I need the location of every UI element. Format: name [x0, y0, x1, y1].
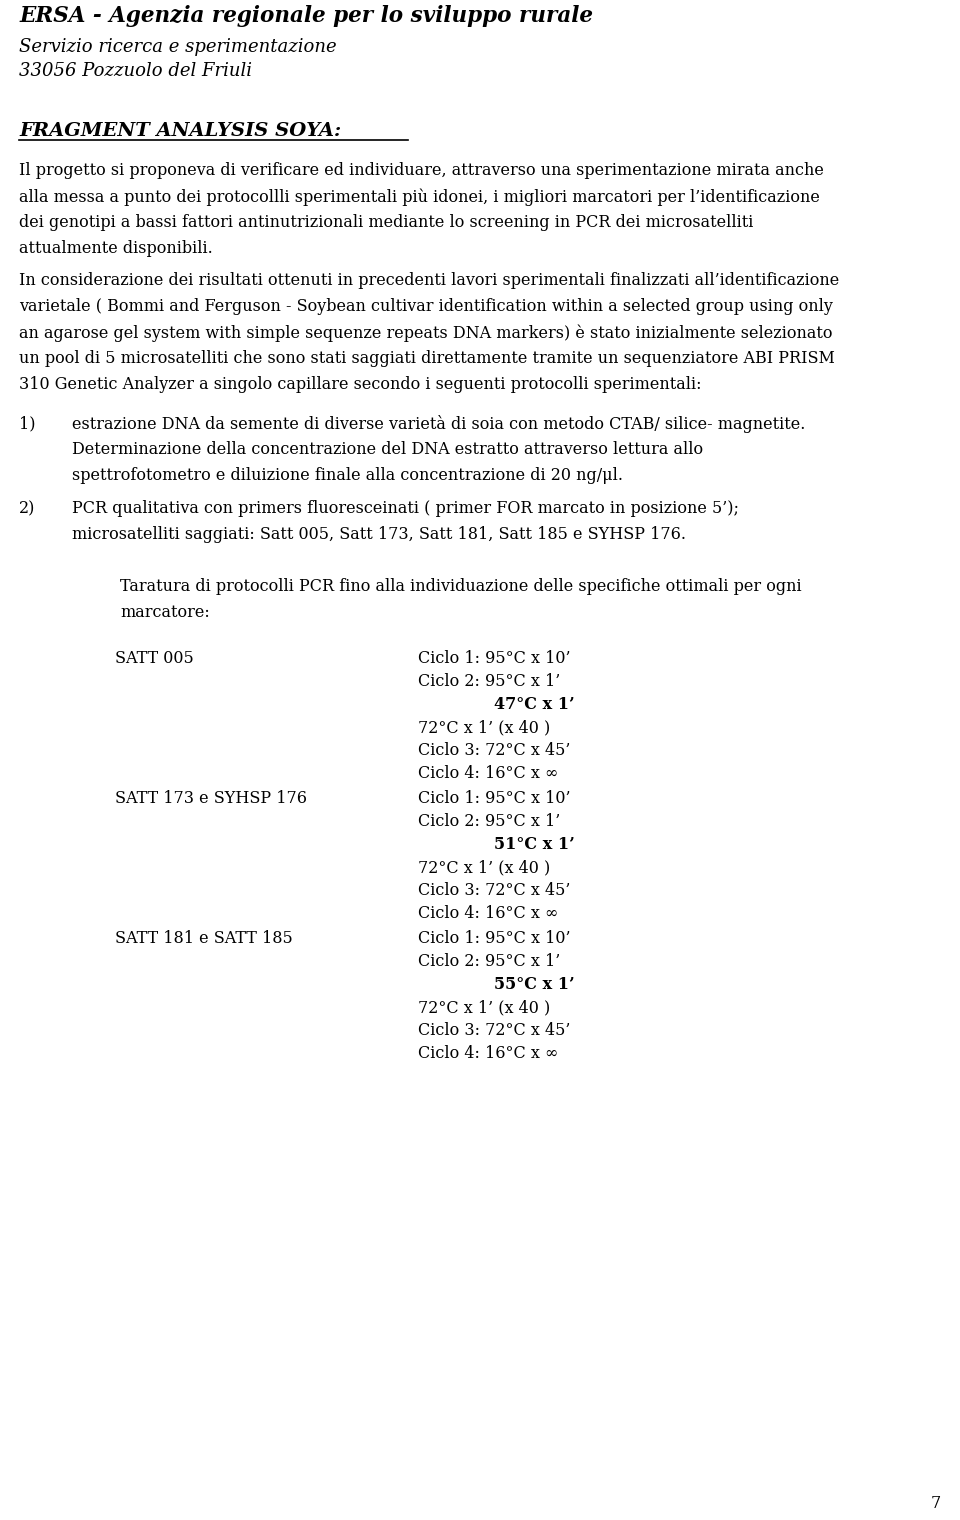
Text: SATT 173 e SYHSP 176: SATT 173 e SYHSP 176	[115, 790, 307, 807]
Text: an agarose gel system with simple sequenze repeats DNA markers) è stato inizialm: an agarose gel system with simple sequen…	[19, 324, 832, 342]
Text: Il progetto si proponeva di verificare ed individuare, attraverso una sperimenta: Il progetto si proponeva di verificare e…	[19, 163, 824, 179]
Text: varietale ( Bommi and Ferguson - Soybean cultivar identification within a select: varietale ( Bommi and Ferguson - Soybean…	[19, 298, 833, 315]
Text: microsatelliti saggiati: Satt 005, Satt 173, Satt 181, Satt 185 e SYHSP 176.: microsatelliti saggiati: Satt 005, Satt …	[72, 526, 686, 543]
Text: Ciclo 1: 95°C x 10’: Ciclo 1: 95°C x 10’	[418, 930, 570, 947]
Text: Ciclo 1: 95°C x 10’: Ciclo 1: 95°C x 10’	[418, 790, 570, 807]
Text: 51°C x 1’: 51°C x 1’	[494, 836, 575, 853]
Text: 1): 1)	[19, 415, 36, 432]
Text: 47°C x 1’: 47°C x 1’	[494, 696, 575, 713]
Text: ERSA - Agenzia regionale per lo sviluppo rurale: ERSA - Agenzia regionale per lo sviluppo…	[19, 5, 593, 27]
Text: Ciclo 4: 16°C x ∞: Ciclo 4: 16°C x ∞	[418, 904, 558, 923]
Text: Ciclo 3: 72°C x 45’: Ciclo 3: 72°C x 45’	[418, 1021, 570, 1040]
Text: attualmente disponibili.: attualmente disponibili.	[19, 240, 213, 257]
Text: spettrofotometro e diluizione finale alla concentrazione di 20 ng/μl.: spettrofotometro e diluizione finale all…	[72, 467, 623, 483]
Text: Ciclo 1: 95°C x 10’: Ciclo 1: 95°C x 10’	[418, 651, 570, 667]
Text: alla messa a punto dei protocollli sperimentali più idonei, i migliori marcatori: alla messa a punto dei protocollli speri…	[19, 188, 820, 205]
Text: 7: 7	[930, 1496, 941, 1512]
Text: marcatore:: marcatore:	[120, 603, 209, 622]
Text: 72°C x 1’ (x 40 ): 72°C x 1’ (x 40 )	[418, 859, 550, 876]
Text: Ciclo 3: 72°C x 45’: Ciclo 3: 72°C x 45’	[418, 742, 570, 758]
Text: estrazione DNA da semente di diverse varietà di soia con metodo CTAB/ silice- ma: estrazione DNA da semente di diverse var…	[72, 415, 805, 433]
Text: dei genotipi a bassi fattori antinutrizionali mediante lo screening in PCR dei m: dei genotipi a bassi fattori antinutrizi…	[19, 214, 754, 231]
Text: Servizio ricerca e sperimentazione: Servizio ricerca e sperimentazione	[19, 38, 337, 56]
Text: PCR qualitativa con primers fluoresceinati ( primer FOR marcato in posizione 5’): PCR qualitativa con primers fluoresceina…	[72, 500, 739, 517]
Text: un pool di 5 microsatelliti che sono stati saggiati direttamente tramite un sequ: un pool di 5 microsatelliti che sono sta…	[19, 350, 835, 366]
Text: 55°C x 1’: 55°C x 1’	[494, 976, 575, 993]
Text: 310 Genetic Analyzer a singolo capillare secondo i seguenti protocolli speriment: 310 Genetic Analyzer a singolo capillare…	[19, 375, 702, 394]
Text: Ciclo 2: 95°C x 1’: Ciclo 2: 95°C x 1’	[418, 953, 560, 970]
Text: 33056 Pozzuolo del Friuli: 33056 Pozzuolo del Friuli	[19, 62, 252, 81]
Text: In considerazione dei risultati ottenuti in precedenti lavori sperimentali final: In considerazione dei risultati ottenuti…	[19, 272, 839, 289]
Text: Ciclo 4: 16°C x ∞: Ciclo 4: 16°C x ∞	[418, 765, 558, 781]
Text: SATT 005: SATT 005	[115, 651, 194, 667]
Text: Ciclo 4: 16°C x ∞: Ciclo 4: 16°C x ∞	[418, 1046, 558, 1062]
Text: Ciclo 3: 72°C x 45’: Ciclo 3: 72°C x 45’	[418, 882, 570, 898]
Text: 2): 2)	[19, 500, 36, 517]
Text: 72°C x 1’ (x 40 ): 72°C x 1’ (x 40 )	[418, 999, 550, 1015]
Text: Determinazione della concentrazione del DNA estratto attraverso lettura allo: Determinazione della concentrazione del …	[72, 441, 703, 458]
Text: Taratura di protocolli PCR fino alla individuazione delle specifiche ottimali pe: Taratura di protocolli PCR fino alla ind…	[120, 578, 802, 594]
Text: Ciclo 2: 95°C x 1’: Ciclo 2: 95°C x 1’	[418, 673, 560, 690]
Text: 72°C x 1’ (x 40 ): 72°C x 1’ (x 40 )	[418, 719, 550, 736]
Text: Ciclo 2: 95°C x 1’: Ciclo 2: 95°C x 1’	[418, 813, 560, 830]
Text: FRAGMENT ANALYSIS SOYA:: FRAGMENT ANALYSIS SOYA:	[19, 122, 342, 140]
Text: SATT 181 e SATT 185: SATT 181 e SATT 185	[115, 930, 293, 947]
